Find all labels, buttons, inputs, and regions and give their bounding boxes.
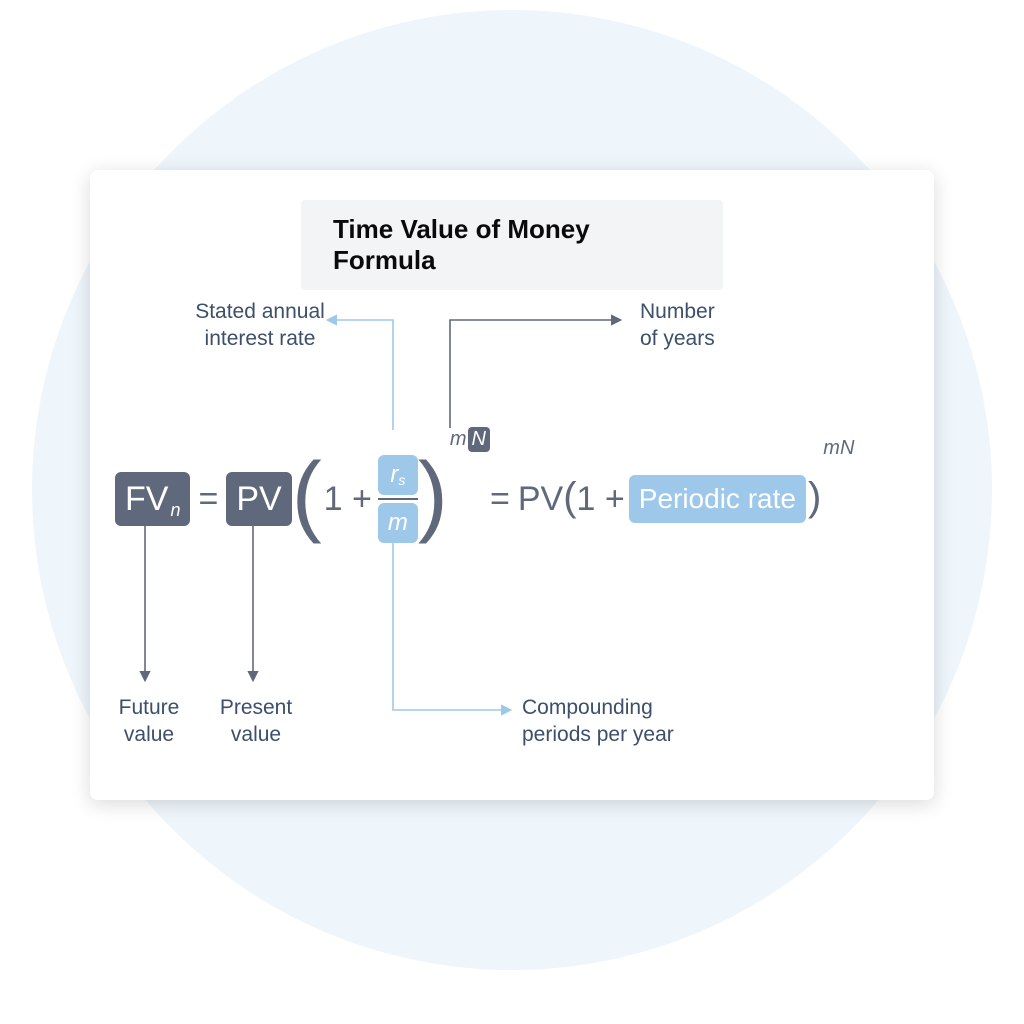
fraction-bar	[378, 498, 418, 500]
one-plus: 1 +	[322, 480, 378, 519]
exponent-2: mN	[823, 437, 854, 460]
paren2-close: )	[808, 475, 821, 520]
pv-box: PV	[226, 472, 291, 526]
label-future-value: Futurevalue	[114, 694, 184, 749]
label-num-years: Numberof years	[640, 298, 715, 353]
fv-subscript: n	[170, 501, 180, 519]
pv-text-2: PV	[518, 480, 563, 519]
card-title: Time Value of Money Formula	[301, 200, 723, 290]
rate-box: rs	[378, 455, 418, 495]
pv-text: PV	[236, 482, 281, 516]
big-paren-open: (	[292, 464, 322, 527]
exp-n-box: N	[468, 427, 490, 452]
one-plus-2: 1 +	[577, 480, 629, 519]
fv-box: FVn	[115, 472, 190, 526]
exponent-1: mN	[450, 427, 490, 452]
label-present-value: Presentvalue	[216, 694, 296, 749]
arrow-compounding	[393, 522, 510, 710]
exp-m: m	[450, 428, 467, 450]
fv-text: FV	[125, 482, 168, 516]
periodic-rate-box: Periodic rate	[629, 475, 806, 523]
arrow-years	[450, 320, 620, 428]
equals-1: =	[190, 480, 226, 519]
paren2-open: (	[563, 475, 576, 520]
big-paren-close: )	[418, 464, 448, 527]
fraction: rs m	[378, 455, 418, 543]
label-compounding: Compoundingperiods per year	[522, 694, 674, 749]
equals-2: =	[490, 480, 518, 519]
rate-sub: s	[398, 472, 405, 488]
arrow-rate	[328, 320, 393, 430]
m-box: m	[378, 503, 418, 543]
formula: FVn = PV ( 1 + rs m ) mN = PV ( 1 + Peri…	[115, 455, 914, 543]
formula-card: Time Value of Money Formula FVn = PV ( 1…	[90, 170, 934, 800]
label-stated-rate: Stated annualinterest rate	[190, 298, 330, 353]
rate-r: r	[390, 461, 398, 489]
